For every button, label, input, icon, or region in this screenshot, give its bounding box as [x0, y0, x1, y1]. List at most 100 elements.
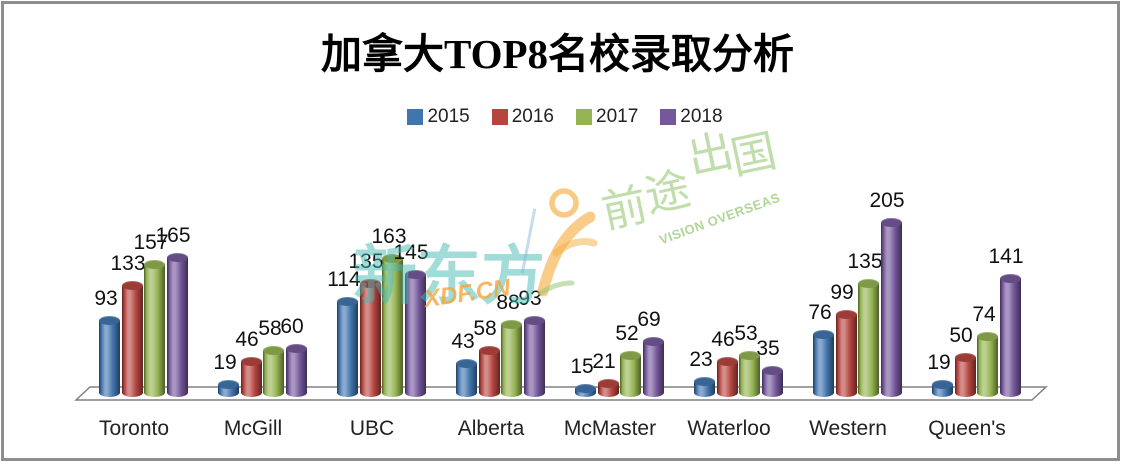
value-label-McGill-2017: 58	[258, 317, 282, 340]
cylinder-bottom	[360, 388, 381, 397]
cylinder-body	[717, 361, 738, 393]
value-label-Western-2016: 99	[830, 281, 854, 304]
cylinder-bottom	[263, 388, 284, 397]
category-label-Waterloo: Waterloo	[687, 417, 771, 440]
cylinder-top	[99, 316, 120, 325]
value-label-Waterloo-2016: 46	[711, 328, 735, 351]
cylinder-top	[881, 218, 902, 227]
cylinder-top	[360, 279, 381, 288]
value-label-McMaster-2018: 69	[637, 308, 661, 331]
legend-label: 2015	[427, 106, 470, 127]
bar-McGill-2015	[218, 380, 239, 397]
cylinder-bottom	[598, 388, 619, 397]
bar-McMaster-2016	[598, 379, 619, 397]
value-label-McGill-2016: 46	[235, 328, 259, 351]
bar-UBC-2018	[405, 270, 426, 397]
legend-label: 2017	[596, 106, 639, 127]
cylinder-bottom	[286, 388, 307, 397]
bar-Queen's-2015	[932, 380, 953, 397]
bar-UBC-2017	[382, 254, 403, 397]
cylinder-top	[620, 351, 641, 360]
value-label-Western-2018: 205	[869, 189, 905, 212]
cylinder-body	[360, 283, 381, 393]
value-label-McGill-2015: 19	[213, 351, 237, 374]
bar-Waterloo-2018	[762, 366, 783, 397]
cylinder-top	[643, 337, 664, 346]
bar-UBC-2016	[360, 279, 381, 397]
cylinder-top	[524, 316, 545, 325]
cylinder-top	[717, 357, 738, 366]
cylinder-top	[955, 353, 976, 362]
cylinder-top	[575, 384, 596, 393]
value-label-Alberta-2015: 43	[451, 330, 475, 353]
cylinder-bottom	[405, 388, 426, 397]
cylinder-top	[167, 253, 188, 262]
cylinder-body	[167, 257, 188, 393]
cylinder-top	[456, 359, 477, 368]
legend-item-2015: 2015	[407, 106, 470, 128]
cylinder-bottom	[717, 388, 738, 397]
cylinder-bottom	[524, 388, 545, 397]
value-label-Western-2015: 76	[808, 301, 832, 324]
cylinder-body	[382, 258, 403, 393]
cylinder-top	[479, 346, 500, 355]
value-label-Queen's-2016: 50	[949, 324, 973, 347]
bar-UBC-2015	[337, 297, 358, 397]
bar-McGill-2016	[241, 357, 262, 397]
value-label-Western-2017: 135	[847, 250, 883, 273]
legend-item-2017: 2017	[576, 106, 638, 128]
cylinder-bottom	[643, 388, 664, 397]
cylinder-body	[456, 363, 477, 393]
cylinder-bottom	[122, 388, 143, 397]
legend-item-2018: 2018	[660, 106, 723, 128]
cylinder-bottom	[620, 388, 641, 397]
cylinder-top	[977, 332, 998, 341]
cylinder-top	[739, 351, 760, 360]
bar-Toronto-2015	[99, 316, 120, 397]
value-label-McMaster-2015: 15	[570, 355, 594, 378]
value-label-Queen's-2015: 19	[927, 351, 951, 374]
value-label-Alberta-2018: 93	[518, 287, 542, 310]
bar-Waterloo-2017	[739, 351, 760, 397]
legend-swatch-2016	[491, 109, 508, 125]
chart-outer-border	[1, 1, 1120, 461]
bar-McMaster-2018	[643, 337, 664, 397]
value-label-UBC-2017: 163	[371, 225, 407, 248]
bar-McMaster-2017	[620, 351, 641, 397]
cylinder-bottom	[218, 388, 239, 397]
cylinder-bottom	[977, 388, 998, 397]
cylinder-body	[405, 274, 426, 393]
cylinder-body	[836, 314, 857, 393]
category-label-McMaster: McMaster	[563, 417, 657, 440]
bar-Western-2016	[836, 310, 857, 397]
value-label-UBC-2015: 114	[327, 268, 361, 291]
bar-McGill-2018	[286, 344, 307, 397]
bar-Western-2017	[858, 279, 879, 397]
value-label-Alberta-2017: 88	[496, 291, 520, 314]
value-label-UBC-2016: 135	[348, 250, 384, 273]
category-label-Toronto: Toronto	[98, 417, 170, 440]
cylinder-top	[241, 357, 262, 366]
bar-Queen's-2017	[977, 332, 998, 397]
bar-Toronto-2017	[144, 260, 165, 397]
value-label-Waterloo-2018: 35	[756, 337, 780, 360]
value-label-Queen's-2017: 74	[972, 303, 996, 326]
cylinder-top	[694, 377, 715, 386]
cylinder-top	[382, 254, 403, 263]
bar-Alberta-2018	[524, 316, 545, 397]
bar-Alberta-2017	[501, 320, 522, 397]
legend-swatch-2015	[407, 109, 424, 125]
value-label-Toronto-2015: 93	[94, 287, 118, 310]
cylinder-bottom	[99, 388, 120, 397]
cylinder-top	[144, 260, 165, 269]
cylinder-body	[122, 285, 143, 393]
value-label-UBC-2018: 145	[393, 241, 429, 264]
cylinder-bottom	[1000, 388, 1021, 397]
cylinder-bottom	[456, 388, 477, 397]
cylinder-bottom	[694, 388, 715, 397]
value-label-Toronto-2017: 157	[133, 231, 169, 254]
cylinder-bottom	[501, 388, 522, 397]
category-label-McGill: McGill	[223, 417, 283, 440]
cylinder-body	[524, 320, 545, 393]
